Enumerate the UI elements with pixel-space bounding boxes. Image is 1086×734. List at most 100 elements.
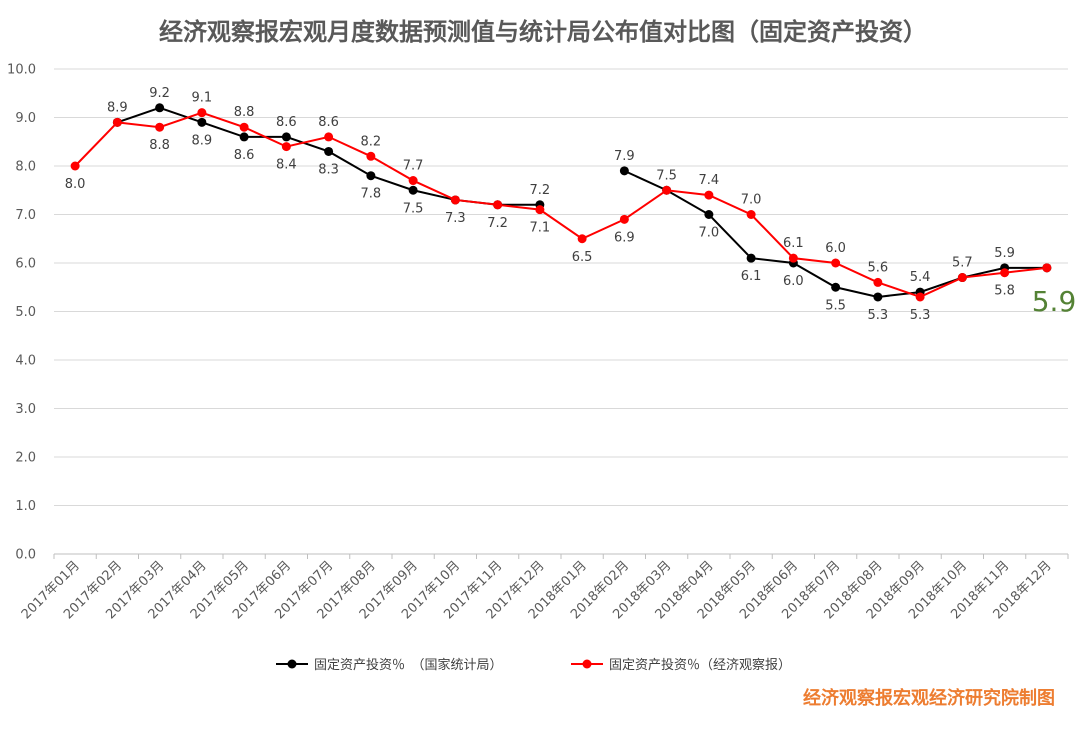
series-line-1 — [623, 169, 1047, 298]
data-point-series-2 — [408, 176, 418, 186]
data-label: 9.1 — [192, 91, 213, 106]
data-point-series-2 — [1000, 268, 1010, 278]
y-tick-label: 3.0 — [15, 402, 36, 417]
data-label: 8.0 — [65, 177, 86, 192]
data-point-series-1 — [155, 103, 165, 113]
data-label: 5.5 — [825, 298, 846, 313]
data-label: 8.6 — [234, 148, 255, 163]
legend-marker — [287, 659, 297, 669]
data-label: 5.7 — [952, 256, 973, 271]
data-point-series-2 — [535, 205, 545, 215]
data-point-series-2 — [366, 151, 376, 161]
credit-text: 经济观察报宏观经济研究院制图 — [803, 687, 1055, 709]
data-point-series-1 — [873, 292, 883, 302]
data-label: 7.2 — [530, 183, 551, 198]
data-point-series-2 — [577, 234, 587, 244]
data-label: 6.9 — [614, 230, 635, 245]
data-point-series-2 — [450, 195, 460, 205]
data-point-series-1 — [619, 166, 629, 176]
data-point-series-2 — [957, 273, 967, 283]
y-tick-label: 8.0 — [15, 160, 36, 175]
data-point-series-2 — [619, 214, 629, 224]
data-label: 5.3 — [868, 308, 889, 323]
data-point-series-2 — [155, 122, 165, 132]
data-label: 7.4 — [699, 173, 720, 188]
data-label: 7.9 — [614, 149, 635, 164]
y-tick-label: 2.0 — [15, 451, 36, 466]
data-label: 8.6 — [318, 115, 339, 130]
data-label: 7.5 — [656, 168, 677, 183]
legend-label: 固定资产投资％（经济观察报） — [609, 657, 791, 673]
data-label: 8.2 — [361, 134, 382, 149]
data-point-series-2 — [239, 122, 249, 132]
data-point-series-1 — [408, 185, 418, 195]
data-point-series-1 — [281, 132, 291, 142]
legend-label: 固定资产投资％ （国家统计局） — [314, 657, 503, 673]
y-tick-label: 5.0 — [15, 305, 36, 320]
legend: 固定资产投资％ （国家统计局） 固定资产投资％（经济观察报） — [276, 657, 791, 673]
data-point-series-2 — [70, 161, 80, 171]
data-point-series-1 — [239, 132, 249, 142]
data-point-series-2 — [704, 190, 714, 200]
data-label: 5.8 — [994, 284, 1015, 299]
data-point-series-1 — [704, 210, 714, 219]
series-group — [70, 103, 1052, 302]
data-label: 6.1 — [783, 236, 804, 251]
y-tick-label: 9.0 — [15, 111, 36, 126]
y-tick-label: 7.0 — [15, 208, 36, 223]
data-point-series-2 — [197, 108, 207, 118]
data-label: 5.3 — [910, 308, 931, 323]
data-point-series-2 — [788, 253, 798, 263]
data-point-series-2 — [112, 117, 122, 127]
data-label: 7.1 — [530, 221, 551, 236]
y-tick-label: 10.0 — [7, 63, 36, 78]
data-point-series-1 — [366, 171, 376, 181]
data-point-series-2 — [915, 292, 925, 302]
series-line-2 — [74, 111, 1047, 299]
data-label: 8.4 — [276, 158, 297, 173]
y-tick-label: 0.0 — [15, 548, 36, 563]
data-label: 6.1 — [741, 269, 762, 284]
data-label: 7.8 — [361, 187, 382, 202]
data-label: 8.8 — [149, 138, 170, 153]
data-label: 5.4 — [910, 270, 931, 285]
data-point-series-2 — [746, 210, 756, 219]
data-label: 5.9 — [994, 246, 1015, 261]
data-labels: 8.0 8.9 9.2 8.8 9.1 8.9 8.8 8.6 8.6 8.4 8.6 8.3 8.2 7… — [65, 86, 1015, 323]
data-label: 8.9 — [107, 100, 128, 115]
data-label: 6.5 — [572, 250, 593, 265]
data-point-series-2 — [873, 277, 883, 287]
data-label: 8.9 — [192, 133, 213, 148]
data-label: 6.0 — [783, 274, 804, 289]
gridlines — [54, 68, 1068, 555]
data-point-series-1 — [831, 282, 841, 292]
data-point-series-2 — [1042, 263, 1052, 273]
data-label: 7.0 — [741, 193, 762, 208]
data-label: 8.3 — [318, 162, 339, 177]
x-axis-ticks: 2017年01月2017年02月2017年03月2017年04月2017年05月… — [19, 554, 1069, 622]
highlight-value: 5.9 — [1032, 285, 1077, 318]
data-point-series-2 — [281, 142, 291, 152]
data-label: 5.6 — [868, 260, 889, 275]
chart-title: 经济观察报宏观月度数据预测值与统计局公布值对比图（固定资产投资） — [159, 17, 927, 46]
y-tick-label: 6.0 — [15, 257, 36, 272]
data-point-series-1 — [746, 253, 756, 263]
data-label: 7.7 — [403, 159, 424, 174]
data-point-series-2 — [662, 185, 672, 195]
data-label: 6.0 — [825, 241, 846, 256]
data-point-series-1 — [197, 117, 207, 127]
data-label: 7.3 — [445, 211, 466, 226]
data-label: 7.2 — [487, 216, 508, 231]
data-point-series-2 — [831, 258, 841, 268]
legend-marker — [582, 659, 592, 669]
y-axis-ticks: 0.0 1.0 2.0 3.0 4.0 5.0 6.0 7.0 8.0 9.0 10.0 — [7, 63, 36, 563]
data-label: 7.0 — [699, 226, 720, 241]
data-point-series-1 — [324, 146, 334, 156]
data-point-series-2 — [493, 200, 503, 210]
data-point-series-2 — [324, 132, 334, 142]
data-label: 9.2 — [149, 86, 170, 101]
y-tick-label: 4.0 — [15, 354, 36, 369]
data-label: 8.8 — [234, 105, 255, 120]
